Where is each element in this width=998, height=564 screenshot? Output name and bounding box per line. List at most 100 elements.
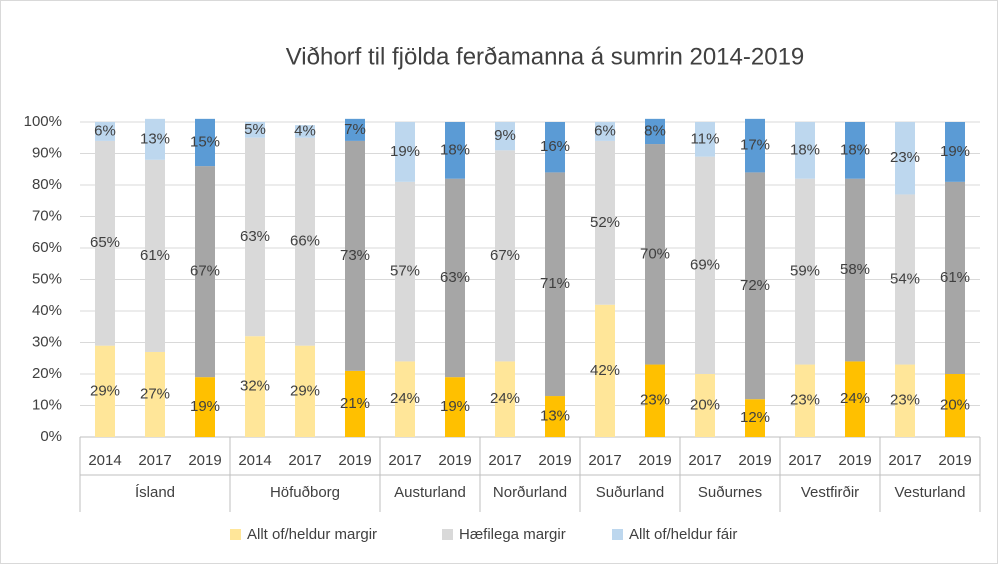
value-label: 21% — [340, 395, 370, 412]
bar-segment — [745, 172, 765, 400]
legend-swatch — [230, 529, 241, 540]
bar-segment — [495, 150, 515, 362]
bar-segment — [195, 118, 215, 167]
legend-label: Allt of/heldur margir — [247, 526, 377, 543]
bar-segment — [695, 374, 715, 437]
bar-segment — [545, 396, 565, 437]
value-label: 29% — [90, 382, 120, 399]
bar-segment — [795, 364, 815, 437]
bar-segment — [795, 122, 815, 179]
y-tick-label: 90% — [32, 144, 62, 161]
value-label: 23% — [890, 149, 920, 166]
bar-segment — [245, 122, 265, 138]
value-label: 23% — [890, 392, 920, 409]
value-label: 65% — [90, 234, 120, 251]
value-label: 61% — [140, 247, 170, 264]
value-label: 24% — [490, 390, 520, 407]
y-tick-label: 70% — [32, 207, 62, 224]
bar-segment — [595, 122, 615, 141]
bar-segment — [545, 122, 565, 173]
bar-segment — [645, 144, 665, 365]
y-tick-label: 10% — [32, 396, 62, 413]
x-tick-label: 2017 — [288, 452, 321, 469]
legend-swatch — [612, 529, 623, 540]
value-label: 59% — [790, 263, 820, 280]
y-tick-label: 0% — [40, 428, 62, 445]
bar-segment — [395, 181, 415, 362]
bar-segment — [345, 118, 365, 141]
y-tick-label: 20% — [32, 365, 62, 382]
bar-segment — [345, 140, 365, 371]
value-label: 13% — [540, 407, 570, 424]
x-tick-label: 2019 — [338, 452, 371, 469]
value-label: 69% — [690, 256, 720, 273]
value-label: 5% — [244, 121, 266, 138]
value-label: 19% — [940, 143, 970, 160]
bar-segment — [895, 122, 915, 195]
x-tick-label: 2017 — [388, 452, 421, 469]
y-tick-label: 100% — [24, 113, 62, 130]
value-label: 23% — [790, 392, 820, 409]
group-label: Vesturland — [895, 484, 966, 501]
y-tick-label: 30% — [32, 333, 62, 350]
value-label: 67% — [490, 247, 520, 264]
value-label: 71% — [540, 275, 570, 292]
bar-segment — [745, 399, 765, 437]
value-label: 24% — [840, 390, 870, 407]
bar-segment — [845, 122, 865, 179]
value-label: 9% — [494, 127, 516, 144]
group-label: Austurland — [394, 484, 466, 501]
value-label: 67% — [190, 263, 220, 280]
group-label: Vestfirðir — [801, 484, 859, 501]
bar-segment — [445, 122, 465, 179]
x-tick-label: 2017 — [688, 452, 721, 469]
value-label: 32% — [240, 378, 270, 395]
bar-segment — [145, 118, 165, 160]
bar-segment — [295, 125, 315, 138]
bar-segment — [95, 345, 115, 437]
x-tick-label: 2014 — [238, 452, 271, 469]
bar-segment — [245, 336, 265, 437]
value-label: 61% — [940, 269, 970, 286]
x-tick-label: 2019 — [738, 452, 771, 469]
value-label: 24% — [390, 390, 420, 407]
value-label: 70% — [640, 245, 670, 262]
bar-segment — [495, 122, 515, 151]
x-tick-label: 2019 — [538, 452, 571, 469]
value-label: 6% — [594, 122, 616, 139]
x-tick-label: 2017 — [888, 452, 921, 469]
bar-segment — [945, 181, 965, 374]
value-label: 11% — [691, 130, 720, 147]
bar-segment — [95, 140, 115, 346]
bar-segment — [145, 159, 165, 352]
x-tick-label: 2019 — [438, 452, 471, 469]
value-label: 13% — [140, 130, 170, 147]
value-label: 4% — [294, 122, 316, 139]
group-label: Ísland — [135, 484, 175, 501]
group-label: Suðurland — [596, 484, 664, 501]
bar-segment — [495, 361, 515, 437]
value-label: 63% — [240, 228, 270, 245]
value-label: 12% — [740, 409, 770, 426]
bar-segment — [645, 364, 665, 437]
value-label: 18% — [790, 141, 820, 158]
value-label: 58% — [840, 261, 870, 278]
value-label: 18% — [840, 141, 870, 158]
value-label: 6% — [94, 122, 116, 139]
value-label: 8% — [644, 122, 666, 139]
value-label: 66% — [290, 233, 320, 250]
bar-segment — [295, 345, 315, 437]
value-label: 27% — [140, 385, 170, 402]
bar-segment — [345, 370, 365, 437]
x-tick-label: 2019 — [938, 452, 971, 469]
bar-segment — [445, 377, 465, 437]
value-label: 72% — [740, 277, 770, 294]
bar-segment — [595, 304, 615, 437]
group-label: Höfuðborg — [270, 484, 340, 501]
value-label: 23% — [640, 392, 670, 409]
bar-segment — [445, 178, 465, 378]
bar-segment — [295, 137, 315, 346]
bar-segment — [245, 137, 265, 337]
value-label: 54% — [890, 270, 920, 287]
